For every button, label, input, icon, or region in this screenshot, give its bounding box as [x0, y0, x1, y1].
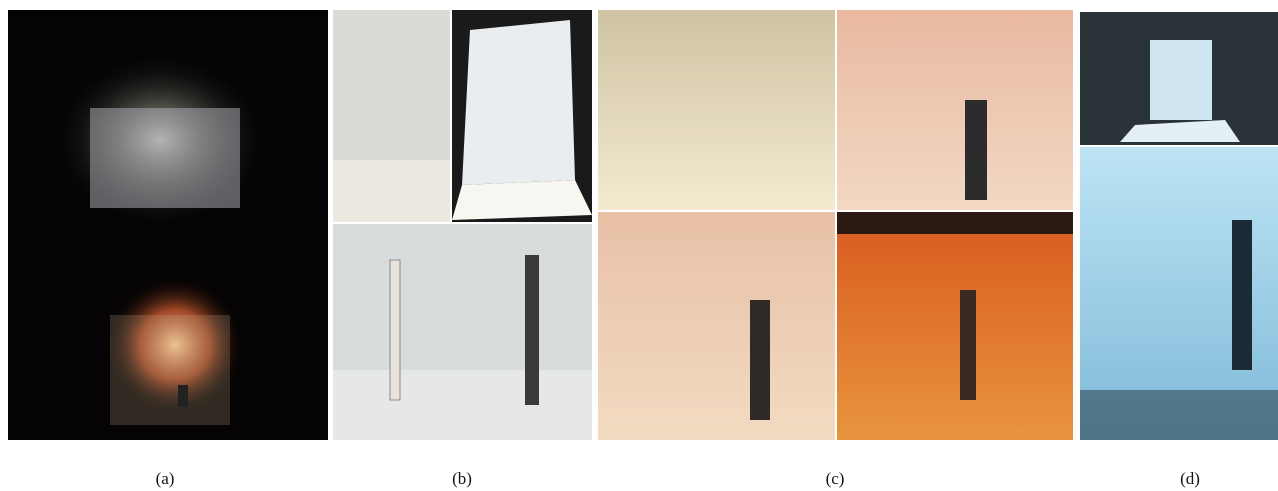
panel-a [8, 10, 328, 440]
panel-c [598, 10, 1073, 440]
panel-d [1080, 12, 1278, 440]
panel-b [333, 10, 592, 440]
caption: (c) [826, 469, 845, 488]
caption: (d) [1180, 469, 1200, 488]
caption: (b) [452, 469, 472, 488]
caption: (a) [156, 469, 175, 488]
